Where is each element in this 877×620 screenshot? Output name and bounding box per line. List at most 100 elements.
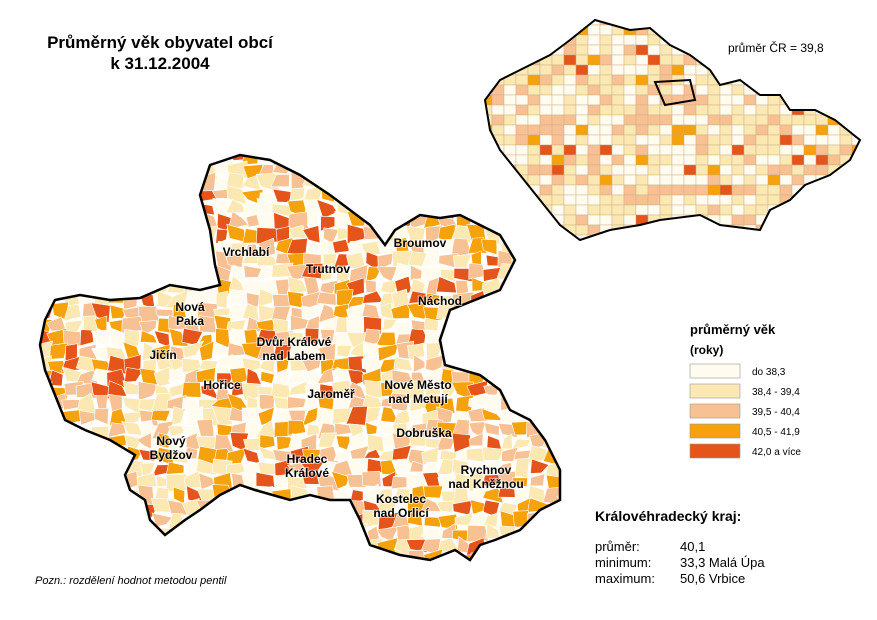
municipality xyxy=(376,213,398,232)
municipality xyxy=(66,155,84,165)
municipality xyxy=(106,528,127,541)
municipality xyxy=(40,226,54,246)
municipality xyxy=(77,255,98,272)
municipality xyxy=(527,20,541,26)
municipality xyxy=(491,104,505,116)
municipality xyxy=(153,366,171,388)
municipality xyxy=(864,135,876,145)
municipality xyxy=(466,524,489,543)
municipality xyxy=(540,331,560,343)
municipality xyxy=(635,54,649,66)
municipality xyxy=(827,124,841,136)
municipality xyxy=(482,173,502,191)
municipality xyxy=(827,234,841,240)
municipality xyxy=(67,537,84,557)
municipality xyxy=(363,186,383,201)
municipality xyxy=(181,397,200,410)
municipality xyxy=(530,458,550,474)
municipality xyxy=(671,204,685,216)
municipality xyxy=(623,20,637,26)
municipality xyxy=(140,462,156,479)
municipality xyxy=(515,104,529,116)
district-label: Hradec xyxy=(287,452,328,466)
municipality xyxy=(307,211,319,227)
municipality xyxy=(40,432,55,453)
municipality xyxy=(452,341,469,362)
municipality xyxy=(623,124,637,136)
municipality xyxy=(779,124,793,136)
municipality xyxy=(501,328,519,345)
municipality xyxy=(485,204,493,216)
municipality xyxy=(407,155,428,166)
municipality xyxy=(623,164,637,176)
district-label: Kostelec xyxy=(376,492,426,506)
municipality xyxy=(659,234,673,240)
municipality xyxy=(275,500,289,519)
district-label: nad Orlicí xyxy=(373,506,429,520)
municipality xyxy=(851,154,860,166)
municipality xyxy=(408,380,425,400)
municipality xyxy=(556,242,560,256)
legend-label: do 38,3 xyxy=(752,367,786,378)
district-label: Dvůr Králové xyxy=(257,335,332,349)
municipality xyxy=(256,538,279,555)
municipality xyxy=(815,194,829,206)
municipality xyxy=(543,540,560,555)
municipality xyxy=(779,74,793,86)
municipality xyxy=(864,185,876,195)
municipality xyxy=(791,94,805,106)
municipality xyxy=(851,194,860,206)
municipality xyxy=(779,54,793,66)
municipality xyxy=(731,214,745,226)
municipality xyxy=(139,267,154,282)
municipality xyxy=(137,381,159,402)
municipality xyxy=(514,564,534,583)
municipality xyxy=(46,449,67,464)
municipality xyxy=(659,224,673,236)
municipality xyxy=(599,24,613,36)
municipality xyxy=(551,134,565,146)
municipality xyxy=(803,54,817,66)
municipality xyxy=(455,280,469,297)
municipality xyxy=(864,65,876,75)
municipality xyxy=(124,366,144,383)
municipality xyxy=(165,253,187,265)
municipality xyxy=(512,330,531,347)
municipality xyxy=(719,174,733,186)
municipality xyxy=(469,155,486,164)
municipality xyxy=(515,114,529,126)
municipality xyxy=(51,185,64,204)
municipality xyxy=(544,265,560,283)
municipality xyxy=(575,224,589,236)
municipality xyxy=(635,94,649,106)
municipality xyxy=(827,134,841,146)
municipality xyxy=(659,64,673,76)
municipality xyxy=(839,20,853,26)
municipality xyxy=(529,382,547,398)
municipality xyxy=(456,562,472,582)
municipality xyxy=(815,234,829,240)
municipality xyxy=(332,490,348,506)
municipality xyxy=(40,393,54,414)
municipality xyxy=(719,124,733,136)
municipality xyxy=(171,164,187,178)
municipality xyxy=(815,24,829,36)
municipality xyxy=(215,228,228,245)
municipality xyxy=(468,189,486,206)
municipality xyxy=(451,554,473,560)
municipality xyxy=(150,393,171,414)
municipality xyxy=(256,548,272,560)
municipality xyxy=(611,114,625,126)
municipality xyxy=(482,446,504,461)
municipality xyxy=(290,522,309,545)
municipality xyxy=(779,184,793,196)
municipality xyxy=(551,234,565,240)
district-label: nad Labem xyxy=(262,349,325,363)
municipality xyxy=(803,134,817,146)
legend-subtitle: (roky) xyxy=(690,343,723,357)
municipality xyxy=(337,227,349,241)
municipality xyxy=(599,74,613,86)
municipality xyxy=(138,448,156,462)
municipality xyxy=(779,164,793,176)
municipality xyxy=(587,144,601,156)
